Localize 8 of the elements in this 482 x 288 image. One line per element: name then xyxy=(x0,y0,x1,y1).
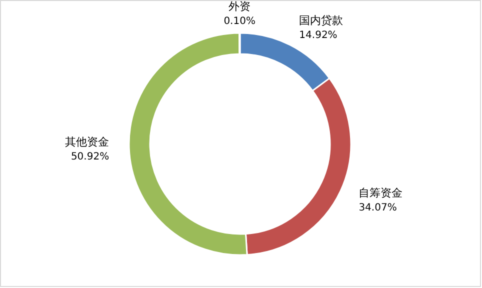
slice-label: 国内贷款 xyxy=(299,14,344,28)
data-label: 14.92% xyxy=(299,30,338,42)
data-label: 34.07% xyxy=(358,202,397,214)
data-label: 50.92% xyxy=(70,152,110,163)
slice-label: 外资 xyxy=(228,0,251,13)
data-label: 0.10% xyxy=(224,16,256,27)
slice-label: 自筹资金 xyxy=(358,186,403,200)
slice-label: 其他资金 xyxy=(65,136,110,149)
